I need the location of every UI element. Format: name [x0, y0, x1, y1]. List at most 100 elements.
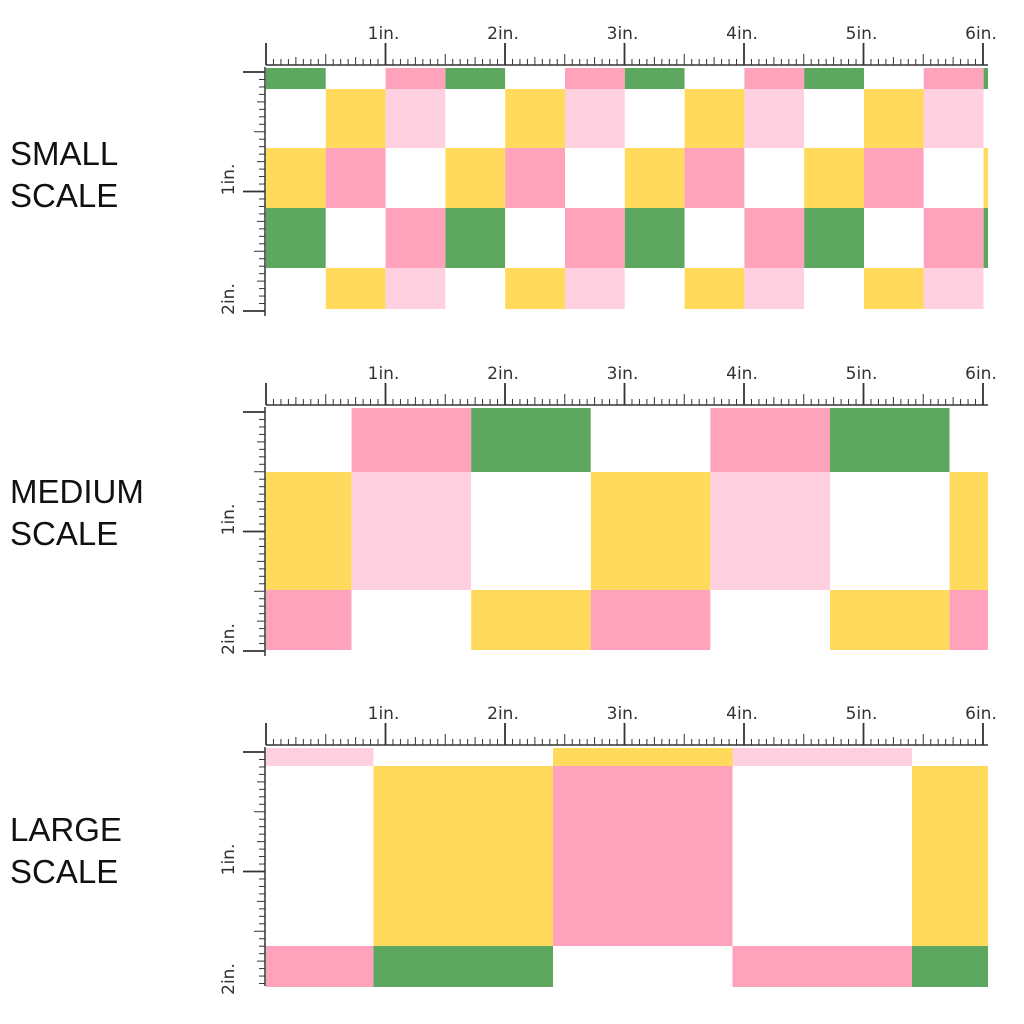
large-scale-label: LARGE SCALE [10, 809, 122, 893]
pattern-tile [565, 148, 625, 208]
pattern-tile [804, 208, 864, 268]
ruler-label: 2in. [487, 364, 519, 384]
pattern-tile [983, 208, 988, 268]
large-scale-swatch: 1in. 2in. 3in. 4in. 5in. 6in. 1in. 2in. [219, 704, 997, 995]
pattern-tile [923, 89, 984, 148]
small-scale-swatch: 1in. 2in. 3in. 4in. 5in. 6in. 1in. 2in. [219, 24, 997, 316]
pattern-tile [744, 268, 805, 309]
pattern-tile [684, 268, 745, 309]
pattern-tile [590, 408, 711, 472]
scale-label-line: SCALE [10, 515, 119, 552]
scale-label-line: LARGE [10, 811, 122, 848]
ruler-label: 2in. [219, 963, 239, 995]
pattern-tile [266, 89, 326, 148]
pattern-tile [266, 208, 326, 268]
ruler-label: 5in. [846, 364, 878, 384]
pattern-tile [385, 89, 446, 148]
pattern-tile [325, 148, 386, 208]
pattern-tile [744, 68, 805, 89]
ruler-label: 1in. [219, 164, 239, 196]
top-ruler: 1in. 2in. 3in. 4in. 5in. 6in. [265, 364, 997, 406]
pattern-tile [744, 89, 805, 148]
pattern-tiles [266, 68, 988, 309]
pattern-tile [565, 208, 625, 268]
pattern-tile [983, 68, 988, 89]
pattern-tile [351, 408, 472, 472]
scale-label-line: SCALE [10, 853, 119, 890]
pattern-tile [385, 208, 446, 268]
pattern-tile [864, 89, 924, 148]
pattern-tile [732, 946, 912, 987]
pattern-tile [385, 68, 446, 89]
pattern-tile [912, 766, 988, 946]
pattern-tile [804, 68, 864, 89]
pattern-tile [830, 408, 950, 472]
pattern-tile [445, 68, 506, 89]
pattern-tile [325, 208, 386, 268]
pattern-tile [553, 946, 733, 987]
medium-scale-label: MEDIUM SCALE [10, 471, 144, 555]
ruler-label: 6in. [965, 704, 997, 724]
pattern-tile [804, 268, 864, 309]
pattern-tile [373, 946, 553, 987]
ruler-label: 3in. [607, 364, 639, 384]
pattern-tile [351, 590, 472, 650]
pattern-tile [864, 208, 924, 268]
pattern-tile [266, 68, 326, 89]
ruler-label: 1in. [219, 844, 239, 876]
ruler-label: 5in. [846, 704, 878, 724]
pattern-tile [864, 148, 924, 208]
pattern-tile [624, 68, 685, 89]
pattern-tile [373, 748, 553, 766]
pattern-tile [266, 472, 352, 590]
pattern-tile [325, 68, 386, 89]
pattern-tile [445, 208, 506, 268]
pattern-tile [624, 148, 685, 208]
pattern-tile [624, 208, 685, 268]
pattern-tile [830, 472, 950, 590]
pattern-tile [804, 148, 864, 208]
pattern-tile [266, 590, 352, 650]
pattern-tile [565, 68, 625, 89]
ruler-label: 1in. [368, 704, 400, 724]
pattern-tile [864, 268, 924, 309]
ruler-label: 4in. [726, 364, 758, 384]
pattern-tile [744, 208, 805, 268]
ruler-label: 2in. [219, 283, 239, 315]
pattern-tile [565, 268, 625, 309]
pattern-tile [912, 748, 988, 766]
pattern-tile [710, 408, 830, 472]
ruler-label: 2in. [219, 623, 239, 655]
pattern-tile [505, 208, 565, 268]
pattern-tile [732, 766, 912, 946]
pattern-tile [325, 89, 386, 148]
pattern-tile [684, 89, 745, 148]
pattern-tile [553, 766, 733, 946]
pattern-tile [912, 946, 988, 987]
pattern-tile [505, 89, 565, 148]
side-ruler: 1in. 2in. [219, 407, 266, 656]
pattern-tile [471, 472, 591, 590]
side-ruler: 1in. 2in. [219, 67, 266, 316]
pattern-tile [266, 148, 326, 208]
ruler-label: 1in. [368, 24, 400, 44]
pattern-tile [710, 472, 830, 590]
pattern-tiles [266, 408, 988, 650]
ruler-label: 5in. [846, 24, 878, 44]
ruler-label: 1in. [219, 504, 239, 536]
pattern-tile [923, 268, 984, 309]
pattern-tile [983, 268, 988, 309]
ruler-label: 4in. [726, 704, 758, 724]
pattern-tile [590, 590, 711, 650]
pattern-tile [864, 68, 924, 89]
pattern-tile [684, 148, 745, 208]
pattern-tile [385, 148, 446, 208]
pattern-tile [385, 268, 446, 309]
pattern-tile [471, 408, 591, 472]
pattern-tile [830, 590, 950, 650]
pattern-tile [923, 68, 984, 89]
pattern-tile [266, 408, 352, 472]
pattern-tiles [266, 748, 988, 987]
pattern-tile [325, 268, 386, 309]
pattern-tile [445, 148, 506, 208]
